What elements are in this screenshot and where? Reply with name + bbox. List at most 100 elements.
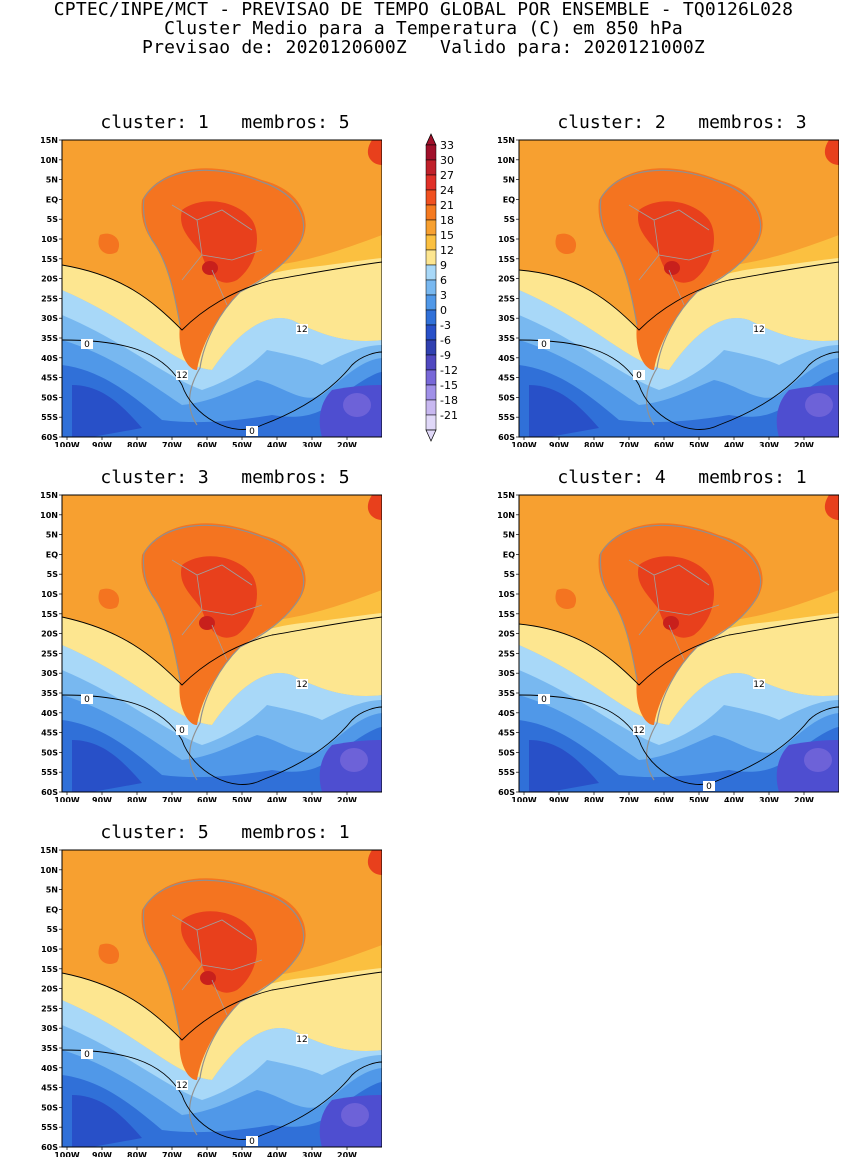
contour-label: 0 (246, 1136, 258, 1147)
lat-label: 60S (498, 788, 515, 797)
lon-label: 90W (92, 441, 112, 447)
lat-label: 50S (41, 393, 58, 402)
colorbar-swatch (425, 249, 437, 266)
colorbar-label: 12 (440, 244, 454, 257)
lat-label: 55S (41, 1123, 58, 1132)
colorbar-swatch (425, 174, 437, 191)
lat-label: 35S (498, 689, 515, 698)
figure-header: CPTEC/INPE/MCT - PREVISAO DE TEMPO GLOBA… (0, 0, 847, 57)
colorbar-label: 18 (440, 214, 454, 227)
lat-label: 10S (41, 945, 58, 954)
temperature-shading (529, 740, 599, 792)
temperature-shading (519, 720, 839, 792)
lat-label: 5S (47, 215, 59, 224)
lat-label: 20S (498, 275, 515, 284)
temperature-shading (199, 616, 215, 630)
lon-label: 60W (197, 796, 217, 802)
colorbar-swatch (425, 189, 437, 206)
lon-label: 20W (337, 441, 357, 447)
lat-label: 60S (41, 1143, 58, 1152)
lat-label: 5N (46, 176, 58, 185)
temperature-shading (62, 365, 382, 437)
lat-label: 35S (41, 1044, 58, 1053)
svg-text:12: 12 (176, 1081, 187, 1091)
lat-label: 15N (40, 492, 58, 500)
svg-text:12: 12 (296, 680, 307, 690)
colorbar-label: -9 (440, 349, 451, 362)
temperature-shading (72, 385, 142, 437)
lon-label: 30W (759, 441, 779, 447)
contour-label: 12 (296, 1034, 308, 1045)
lon-label: 30W (302, 1151, 322, 1157)
contour-label: 0 (176, 725, 188, 736)
colorbar-label: -12 (440, 364, 458, 377)
map-panel-2: 12 0 0 15N 10N 5N EQ 5S 10S 15S 20S 25S 30S 35S 40S 45S… (489, 137, 839, 447)
contour-label: 0 (538, 339, 550, 350)
lon-label: 30W (302, 441, 322, 447)
lat-label: 60S (41, 788, 58, 797)
contour-label: 12 (753, 324, 765, 335)
svg-text:12: 12 (176, 371, 187, 381)
colorbar-label: 9 (440, 259, 447, 272)
panel-title-1: cluster: 1 membros: 5 (100, 112, 350, 133)
map-panel-4: 12 12 0 0 15N 10N 5N EQ 5S 10S 15S 20S 25S 30S 35S 40S 4… (489, 492, 839, 802)
contour-12 (519, 616, 839, 686)
map-frame (61, 139, 382, 438)
colorbar-label: -21 (440, 409, 458, 422)
lat-label: EQ (503, 550, 515, 559)
lon-label: 90W (549, 441, 569, 447)
temperature-shading (72, 740, 142, 792)
panel-title-5: cluster: 5 membros: 1 (100, 822, 350, 843)
lat-label: 60S (498, 433, 515, 442)
map-panel-5: 12 12 0 0 15N 10N 5N EQ 5S 10S 15S 20S 25S 30S 35S 40S 4… (32, 847, 382, 1157)
temperature-shading (638, 201, 714, 283)
contour-0 (62, 694, 382, 785)
lat-label: 55S (498, 768, 515, 777)
lat-label: 10S (41, 590, 58, 599)
svg-text:0: 0 (84, 1050, 90, 1060)
lon-label: 80W (584, 796, 604, 802)
lon-label: 70W (619, 441, 639, 447)
colorbar-label: 15 (440, 229, 454, 242)
lon-label: 40W (724, 796, 744, 802)
lon-label: 50W (232, 441, 252, 447)
lat-label: 10S (498, 235, 515, 244)
lat-label: EQ (46, 195, 58, 204)
temperature-shading (98, 588, 120, 610)
temperature-shading (181, 201, 257, 283)
lon-label: 60W (654, 441, 674, 447)
header-line-1: CPTEC/INPE/MCT - PREVISAO DE TEMPO GLOBA… (53, 0, 794, 20)
colorbar-swatch (425, 144, 437, 161)
colorbar-swatch (425, 219, 437, 236)
temperature-shading (638, 556, 714, 638)
lon-label: 100W (511, 441, 537, 447)
lon-label: 80W (127, 796, 147, 802)
colorbar-label: 21 (440, 199, 454, 212)
temperature-shading (555, 233, 577, 255)
svg-text:12: 12 (296, 1035, 307, 1045)
colorbar-label: 24 (440, 184, 454, 197)
lat-label: 10N (40, 511, 58, 520)
colorbar-swatch (425, 399, 437, 416)
panel-title-2: cluster: 2 membros: 3 (557, 112, 807, 133)
lat-label: 55S (41, 413, 58, 422)
svg-text:0: 0 (706, 782, 712, 792)
colorbar-label: -15 (440, 379, 458, 392)
contour-label: 0 (246, 426, 258, 437)
contour-label: 12 (753, 679, 765, 690)
lat-label: 30S (498, 669, 515, 678)
temperature-shading (98, 943, 120, 965)
lon-label: 80W (127, 441, 147, 447)
lat-label: 15S (498, 610, 515, 619)
lon-label: 50W (689, 441, 709, 447)
temperature-shading (804, 748, 832, 772)
lat-label: 15S (41, 255, 58, 264)
lat-label: 35S (498, 334, 515, 343)
lat-label: 45S (41, 374, 58, 383)
lon-label: 80W (127, 1151, 147, 1157)
lon-label: 20W (337, 796, 357, 802)
lat-label: 10N (497, 156, 515, 165)
lat-label: EQ (503, 195, 515, 204)
coastline (599, 169, 762, 426)
colorbar-top-arrow (425, 133, 437, 146)
